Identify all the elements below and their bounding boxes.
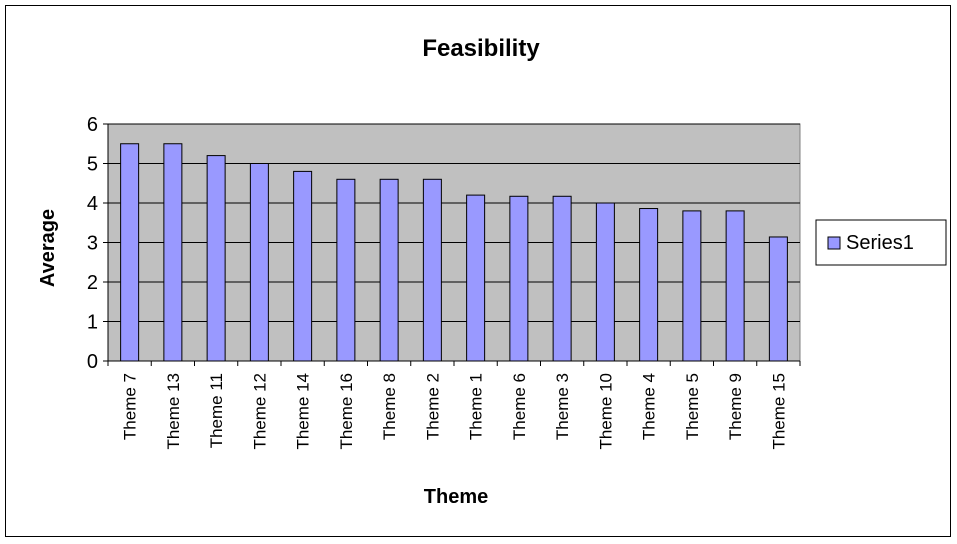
y-tick-label: 4 <box>87 193 98 215</box>
y-tick-label: 0 <box>87 351 98 373</box>
bar-theme-8 <box>379 178 399 362</box>
y-axis-label: Average <box>37 209 59 287</box>
bar-theme-14 <box>293 170 313 362</box>
x-tick-label: Theme 9 <box>726 373 745 440</box>
legend-label: Series1 <box>846 232 914 254</box>
bar-theme-7 <box>120 143 140 362</box>
x-tick-label: Theme 7 <box>121 373 140 440</box>
x-tick-label: Theme 1 <box>467 373 486 440</box>
x-tick-label: Theme 6 <box>510 373 529 440</box>
chart-frame: Feasibility Average Theme 0 1 2 3 4 5 6 Theme … <box>5 5 951 537</box>
x-tick-label: Theme 15 <box>769 373 788 450</box>
y-tick-label: 3 <box>87 233 98 255</box>
bar-theme-1 <box>466 194 486 362</box>
x-tick-labels: Theme 7 Theme 13 Theme 11 Theme 12 Theme 14 T… <box>121 373 789 450</box>
chart-svg: Feasibility Average Theme 0 1 2 3 4 5 6 Theme … <box>37 35 947 508</box>
bar-theme-16 <box>336 178 356 362</box>
bar-theme-5 <box>682 210 702 362</box>
y-tick-label: 2 <box>87 272 98 294</box>
x-axis-label: Theme <box>424 486 488 508</box>
bar-theme-10 <box>595 202 615 362</box>
chart-title: Feasibility <box>422 35 540 62</box>
x-tick-label: Theme 3 <box>553 373 572 440</box>
bar-theme-12 <box>249 163 269 362</box>
x-tick-label: Theme 14 <box>294 373 313 450</box>
bar-theme-15 <box>768 236 788 362</box>
x-tick-label: Theme 13 <box>164 373 183 450</box>
x-tick-label: Theme 2 <box>423 373 442 440</box>
bar-theme-9 <box>725 210 745 362</box>
y-tick-label: 5 <box>87 154 98 176</box>
bar-theme-2 <box>422 178 442 362</box>
x-tick-label: Theme 10 <box>596 373 615 450</box>
bar-theme-4 <box>639 208 659 362</box>
legend: Series1 <box>815 219 947 266</box>
bar-theme-6 <box>509 195 529 362</box>
y-tick-labels: 0 1 2 3 4 5 6 <box>87 114 98 373</box>
x-tick-label: Theme 5 <box>683 373 702 440</box>
bars <box>120 143 788 362</box>
y-tick-label: 6 <box>87 114 98 136</box>
legend-swatch <box>827 236 841 250</box>
bar-theme-13 <box>163 143 183 362</box>
x-tick-label: Theme 16 <box>337 373 356 450</box>
x-tick-label: Theme 11 <box>207 373 226 448</box>
bar-theme-11 <box>206 155 226 362</box>
x-tick-label: Theme 8 <box>380 373 399 440</box>
bar-theme-3 <box>552 195 572 362</box>
x-tick-label: Theme 12 <box>250 373 269 450</box>
axes <box>103 123 801 366</box>
x-tick-label: Theme 4 <box>640 373 659 440</box>
y-tick-label: 1 <box>87 312 98 334</box>
